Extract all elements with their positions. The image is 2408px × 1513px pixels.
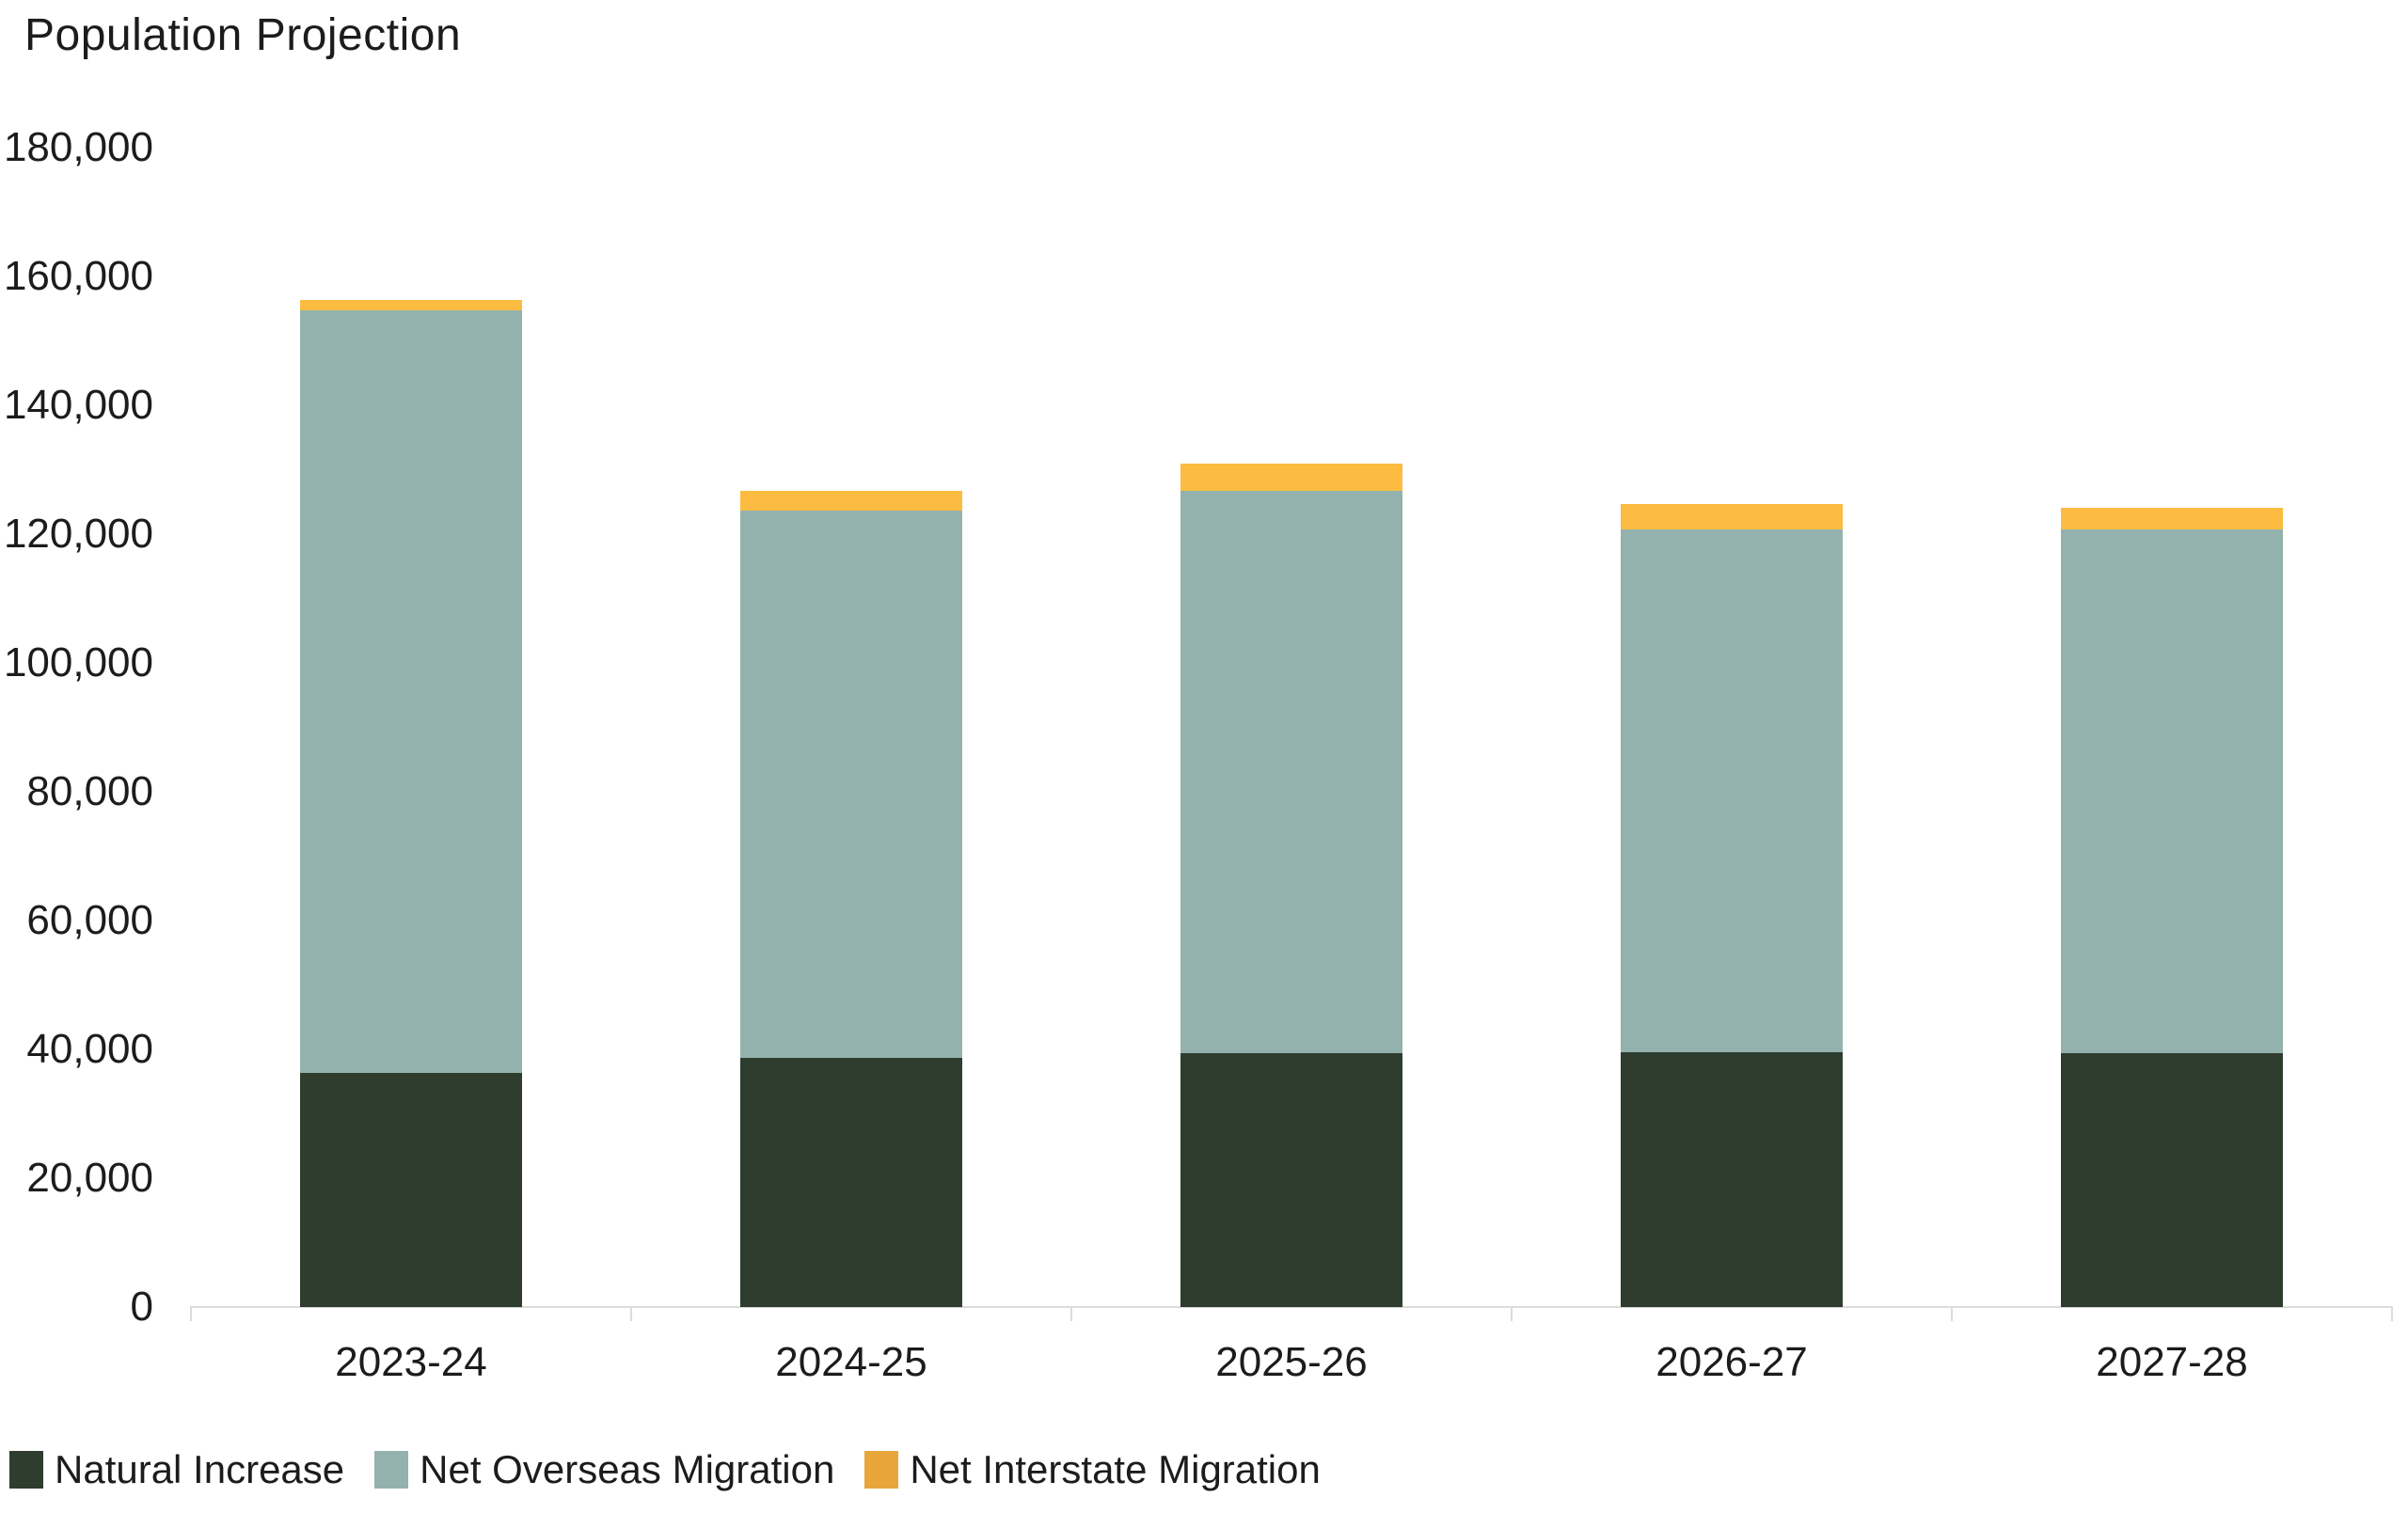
bar-2025-26-segment-net-interstate-migration — [1180, 464, 1402, 491]
bar-2023-24-segment-net-interstate-migration — [300, 300, 522, 310]
x-axis-line — [191, 1306, 2392, 1308]
bar-2026-27-segment-net-overseas-migration — [1621, 529, 1843, 1052]
y-axis-tick-label: 160,000 — [3, 253, 153, 299]
legend-swatch-net-interstate-migration — [864, 1451, 899, 1489]
bar-2027-28-segment-natural-increase — [2061, 1053, 2283, 1307]
y-axis-tick-label: 180,000 — [3, 124, 153, 170]
bar-2027-28-segment-net-overseas-migration — [2061, 529, 2283, 1053]
bar-2023-24-segment-net-overseas-migration — [300, 310, 522, 1073]
legend-swatch-net-overseas-migration — [374, 1451, 409, 1489]
bar-2027-28-segment-net-interstate-migration — [2061, 508, 2283, 529]
bar-2024-25-segment-net-interstate-migration — [740, 491, 962, 511]
y-axis-tick-label: 140,000 — [3, 382, 153, 428]
chart-legend: Natural Increase Net Overseas Migration Ne… — [9, 1449, 1321, 1490]
y-axis-tick-label: 0 — [130, 1284, 153, 1330]
y-axis-tick-label: 80,000 — [26, 768, 153, 814]
x-axis-tick — [630, 1306, 632, 1321]
x-axis-tick-label: 2026-27 — [1656, 1339, 1808, 1385]
y-axis-tick-label: 120,000 — [3, 511, 153, 557]
legend-label-net-overseas-migration: Net Overseas Migration — [420, 1447, 835, 1491]
x-axis-tick-label: 2024-25 — [775, 1339, 927, 1385]
bar-2026-27-segment-natural-increase — [1621, 1052, 1843, 1307]
legend-label-net-interstate-migration: Net Interstate Migration — [910, 1447, 1321, 1491]
x-axis-tick — [1070, 1306, 1072, 1321]
bar-2024-25-segment-net-overseas-migration — [740, 511, 962, 1058]
bar-2025-26-segment-net-overseas-migration — [1180, 491, 1402, 1053]
y-axis-tick-label: 20,000 — [26, 1155, 153, 1201]
chart-title: Population Projection — [24, 10, 462, 60]
bar-2026-27-segment-net-interstate-migration — [1621, 504, 1843, 529]
legend-label-natural-increase: Natural Increase — [55, 1447, 345, 1491]
x-axis-tick — [1951, 1306, 1953, 1321]
bar-2023-24-segment-natural-increase — [300, 1073, 522, 1307]
x-axis-tick — [190, 1306, 192, 1321]
x-axis-tick-label: 2025-26 — [1215, 1339, 1368, 1385]
x-axis-tick — [2391, 1306, 2393, 1321]
y-axis-tick-label: 40,000 — [26, 1026, 153, 1072]
x-axis-tick-label: 2023-24 — [335, 1339, 487, 1385]
bar-2025-26-segment-natural-increase — [1180, 1053, 1402, 1307]
x-axis-tick — [1511, 1306, 1513, 1321]
legend-item-net-overseas-migration: Net Overseas Migration — [374, 1449, 834, 1490]
legend-item-natural-increase: Natural Increase — [9, 1449, 344, 1490]
legend-swatch-natural-increase — [9, 1451, 43, 1489]
legend-item-net-interstate-migration: Net Interstate Migration — [864, 1449, 1321, 1490]
y-axis-tick-label: 60,000 — [26, 897, 153, 943]
y-axis-tick-label: 100,000 — [3, 639, 153, 686]
bar-2024-25-segment-natural-increase — [740, 1058, 962, 1307]
x-axis-tick-label: 2027-28 — [2096, 1339, 2248, 1385]
